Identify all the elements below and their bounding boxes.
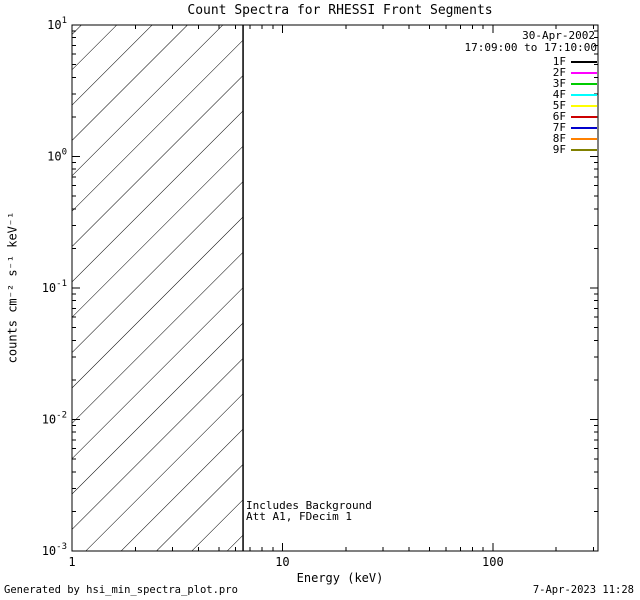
y-tick-label: 101	[47, 16, 67, 32]
legend-label: 7F	[552, 121, 566, 134]
obs-time-range-label: 17:09:00 to 17:10:00	[464, 41, 597, 54]
legend-color-swatch	[571, 126, 597, 129]
legend-label: 2F	[552, 66, 566, 79]
y-tick-label: 10-2	[42, 411, 67, 427]
legend-item: 2F	[553, 67, 597, 78]
legend-color-swatch	[571, 93, 597, 96]
chart-title: Count Spectra for RHESSI Front Segments	[187, 3, 493, 18]
legend-item: 4F	[553, 89, 597, 100]
x-axis-label: Energy (keV)	[296, 571, 384, 585]
y-axis-label: counts cm⁻² s⁻¹ keV⁻¹	[5, 211, 20, 364]
legend-item: 3F	[553, 78, 597, 89]
legend-color-swatch	[571, 115, 597, 118]
legend-item: 8F	[553, 133, 597, 144]
legend-label: 1F	[552, 55, 566, 68]
axis-ticks	[71, 24, 598, 552]
legend-label: 5F	[552, 99, 566, 112]
annotation-includes-background: Includes Background	[246, 499, 372, 512]
x-tick-label: 100	[482, 555, 504, 569]
legend-color-swatch	[571, 148, 597, 151]
legend-color-swatch	[571, 104, 597, 107]
y-tick-label: 10-3	[42, 542, 67, 558]
legend-label: 8F	[552, 132, 566, 145]
obs-date-label: 30-Apr-2002	[522, 29, 595, 42]
y-tick-label: 100	[47, 148, 67, 164]
legend-color-swatch	[571, 60, 597, 63]
legend-color-swatch	[571, 71, 597, 74]
legend-label: 3F	[552, 77, 566, 90]
hatch-region	[72, 25, 244, 551]
x-tick-label: 1	[68, 555, 75, 569]
generated-by-label: Generated by hsi_min_spectra_plot.pro	[4, 584, 238, 596]
y-tick-label: 10-1	[42, 279, 67, 295]
legend-color-swatch	[571, 82, 597, 85]
detector-legend: 1F 2F 3F 4F 5F 6F 7F 8F 9F	[553, 56, 597, 155]
tick-labels: 1 10 100 101 100 10-1 10-2 10-3	[42, 16, 504, 569]
legend-item: 1F	[553, 56, 597, 67]
legend-label: 6F	[552, 110, 566, 123]
legend-color-swatch	[571, 137, 597, 140]
legend-item: 5F	[553, 100, 597, 111]
legend-label: 4F	[552, 88, 566, 101]
legend-label: 9F	[552, 143, 566, 156]
x-tick-label: 10	[275, 555, 289, 569]
legend-item: 7F	[553, 122, 597, 133]
legend-item: 9F	[553, 144, 597, 155]
generation-timestamp: 7-Apr-2023 11:28	[532, 584, 634, 596]
legend-item: 6F	[553, 111, 597, 122]
annotation-attenuator-state: Att A1, FDecim 1	[246, 510, 352, 523]
